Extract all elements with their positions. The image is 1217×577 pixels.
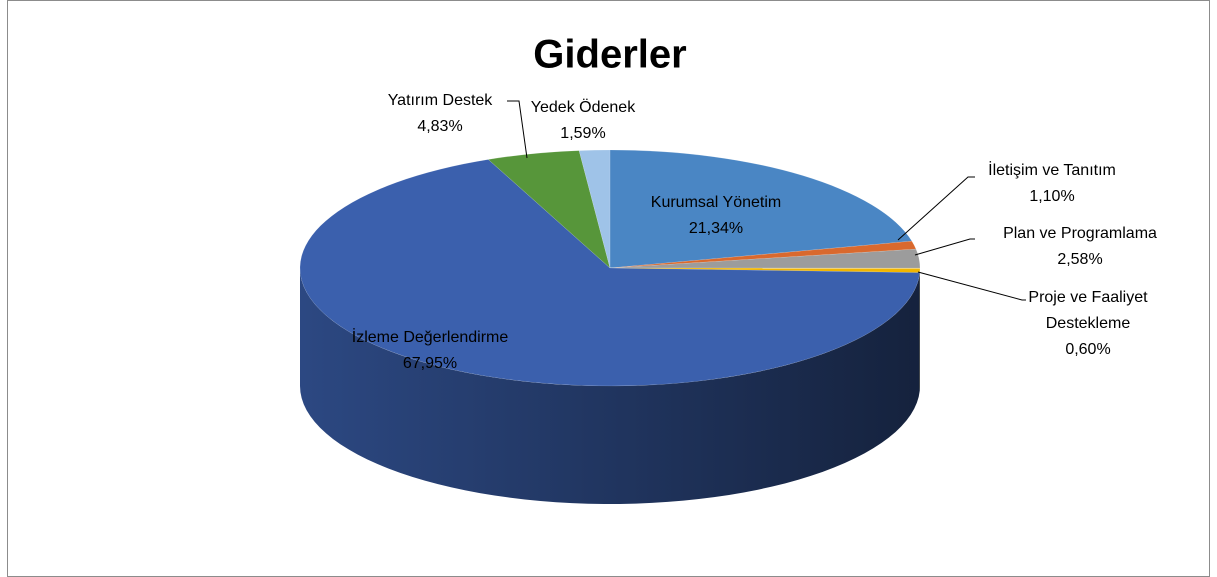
leader-line [917, 271, 1026, 301]
data-label: Kurumsal Yönetim 21,34% [651, 190, 781, 242]
label-name: Yedek Ödenek [530, 99, 636, 116]
chart-title: Giderler [533, 33, 686, 77]
label-value: 4,83% [417, 118, 463, 135]
label-name: Kurumsal Yönetim [650, 194, 782, 211]
data-label: Yedek Ödenek 1,59% [531, 95, 635, 147]
slice-top [609, 248, 921, 269]
data-label: İletişim ve Tanıtım 1,10% [988, 158, 1116, 210]
label-name: İzleme Değerlendirme [351, 329, 509, 346]
label-name: Yatırım Destek [387, 92, 493, 109]
slice [299, 159, 921, 504]
data-label: Plan ve Programlama 2,58% [1003, 221, 1157, 273]
slice [578, 149, 611, 269]
slice-top [487, 150, 611, 269]
data-label: Yatırım Destek 4,83% [388, 88, 493, 140]
leader-line [897, 176, 975, 241]
leader-lines [507, 100, 1026, 301]
slice-top [609, 149, 913, 269]
slice [609, 248, 921, 387]
slice [609, 240, 917, 269]
label-name: İletişim ve Tanıtım [988, 162, 1116, 179]
label-value: 2,58% [1057, 251, 1103, 268]
label-name: Proje ve Faaliyet Destekleme [1028, 289, 1148, 332]
slice-top [609, 240, 917, 269]
slice [487, 150, 611, 269]
label-name: Plan ve Programlama [1003, 225, 1157, 242]
pie [299, 149, 921, 504]
leader-line [914, 238, 975, 256]
label-value: 1,10% [1029, 188, 1075, 205]
label-value: 1,59% [560, 125, 606, 142]
label-value: 21,34% [688, 220, 744, 237]
leader-line [507, 100, 528, 159]
data-label: İzleme Değerlendirme 67,95% [352, 325, 509, 377]
label-value: 67,95% [402, 355, 458, 372]
slice-top [299, 159, 921, 387]
data-label: Proje ve Faaliyet Destekleme 0,60% [1013, 285, 1163, 363]
slice [609, 149, 913, 269]
label-value: 0,60% [1065, 341, 1111, 358]
slice-top [578, 149, 611, 269]
